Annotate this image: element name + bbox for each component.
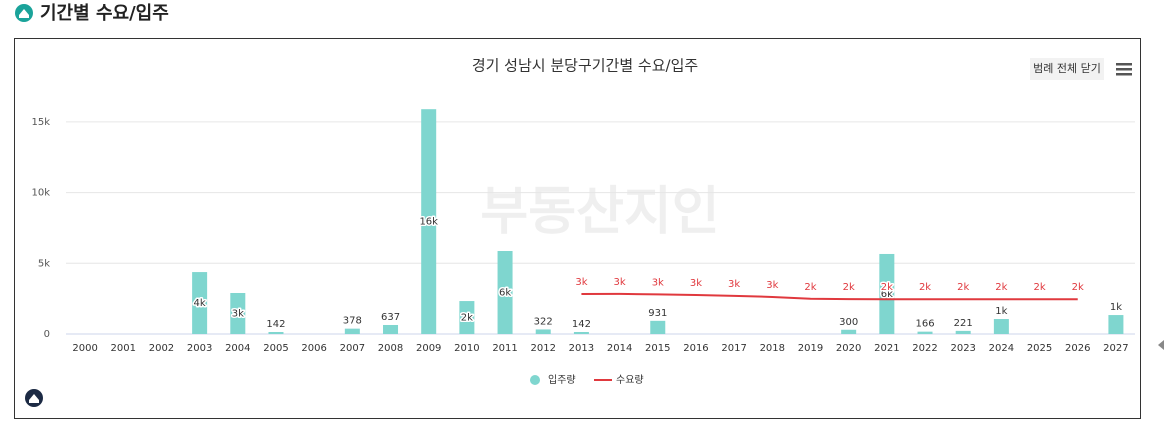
x-tick-label: 2021 — [874, 343, 899, 354]
data-label: 6k — [499, 288, 511, 299]
x-tick-label: 2003 — [187, 343, 212, 354]
data-label: 221 — [954, 318, 973, 329]
y-tick-label: 10k — [31, 188, 50, 199]
data-label: 2k — [995, 282, 1007, 293]
data-label: 3k — [728, 279, 740, 290]
bar — [459, 301, 475, 334]
x-tick-label: 2022 — [912, 343, 937, 354]
data-label: 142 — [572, 319, 591, 330]
bar — [650, 320, 666, 334]
x-tick-label: 2008 — [378, 343, 403, 354]
y-tick-label: 0 — [44, 329, 50, 340]
x-tick-label: 2004 — [225, 343, 250, 354]
x-tick-label: 2006 — [301, 343, 326, 354]
data-label: 3k — [766, 280, 778, 291]
data-label: 3k — [652, 277, 664, 288]
x-tick-label: 2027 — [1103, 343, 1128, 354]
x-tick-label: 2000 — [72, 343, 97, 354]
bar — [573, 331, 589, 334]
bar — [268, 331, 284, 334]
x-tick-label: 2016 — [683, 343, 708, 354]
data-label: 378 — [343, 316, 362, 327]
bar — [230, 292, 246, 334]
chart-title: 경기 성남시 분당구기간별 수요/입주 — [472, 57, 698, 75]
bar — [383, 324, 399, 334]
bar — [344, 328, 360, 334]
bar — [192, 272, 208, 334]
bar — [993, 319, 1009, 334]
bar — [841, 329, 857, 334]
data-label: 3k — [575, 277, 587, 288]
data-label: 2k — [957, 282, 969, 293]
data-label: 2k — [804, 282, 816, 293]
data-label: 166 — [915, 319, 934, 330]
footer-icon-house — [29, 394, 39, 403]
legend-toggle-label[interactable]: 범례 전체 닫기 — [1033, 62, 1101, 75]
line — [581, 292, 1078, 301]
data-label: 6k — [881, 289, 893, 300]
bar — [535, 329, 551, 334]
y-tick-label: 15k — [31, 117, 50, 128]
x-tick-label: 2005 — [263, 343, 288, 354]
data-label: 322 — [534, 316, 553, 327]
data-label: 1k — [995, 306, 1007, 317]
data-label: 2k — [1033, 282, 1045, 293]
data-label: 637 — [381, 312, 400, 323]
x-tick-label: 2012 — [531, 343, 556, 354]
data-label: 2k — [461, 313, 473, 324]
data-label: 16k — [419, 217, 438, 228]
chart-box — [14, 38, 1141, 419]
x-tick-label: 2020 — [836, 343, 861, 354]
watermark: 부동산지인 — [480, 182, 719, 242]
data-label: 3k — [690, 278, 702, 289]
data-label: 3k — [232, 308, 244, 319]
x-tick-label: 2010 — [454, 343, 479, 354]
x-tick-label: 2025 — [1027, 343, 1052, 354]
data-label: 2k — [881, 282, 893, 293]
legend-swatch — [530, 375, 540, 385]
x-tick-label: 2024 — [989, 343, 1014, 354]
x-tick-label: 2018 — [760, 343, 785, 354]
scroll-arrow[interactable] — [1158, 340, 1164, 350]
data-label: 1k — [1110, 302, 1122, 313]
bar — [955, 330, 971, 334]
x-tick-label: 2026 — [1065, 343, 1090, 354]
bar — [421, 109, 437, 334]
y-tick-label: 5k — [38, 258, 50, 269]
bar — [497, 251, 513, 334]
data-label: 2k — [919, 282, 931, 293]
x-tick-label: 2015 — [645, 343, 670, 354]
data-label: 2k — [843, 282, 855, 293]
header-icon-house — [19, 9, 29, 18]
legend-toggle-button[interactable] — [1030, 58, 1104, 80]
x-tick-label: 2017 — [721, 343, 746, 354]
x-tick-label: 2013 — [569, 343, 594, 354]
legend-label: 수요량 — [616, 374, 644, 386]
x-tick-label: 2014 — [607, 343, 632, 354]
legend-label: 입주량 — [548, 373, 576, 386]
bar — [1108, 315, 1124, 334]
x-tick-label: 2007 — [340, 343, 365, 354]
data-label: 300 — [839, 317, 858, 328]
data-label: 4k — [194, 298, 206, 309]
x-tick-label: 2009 — [416, 343, 441, 354]
x-tick-label: 2002 — [149, 343, 174, 354]
x-tick-label: 2023 — [950, 343, 975, 354]
x-tick-label: 2019 — [798, 343, 823, 354]
bar — [917, 331, 933, 334]
data-label: 3k — [614, 277, 626, 288]
x-tick-label: 2001 — [111, 343, 136, 354]
header-title: 기간별 수요/입주 — [40, 2, 169, 24]
data-label: 2k — [1072, 282, 1084, 293]
bar — [879, 253, 895, 334]
x-tick-label: 2011 — [492, 343, 517, 354]
menu-button[interactable] — [1116, 63, 1132, 76]
data-label: 142 — [266, 319, 285, 330]
data-label: 931 — [648, 308, 667, 319]
